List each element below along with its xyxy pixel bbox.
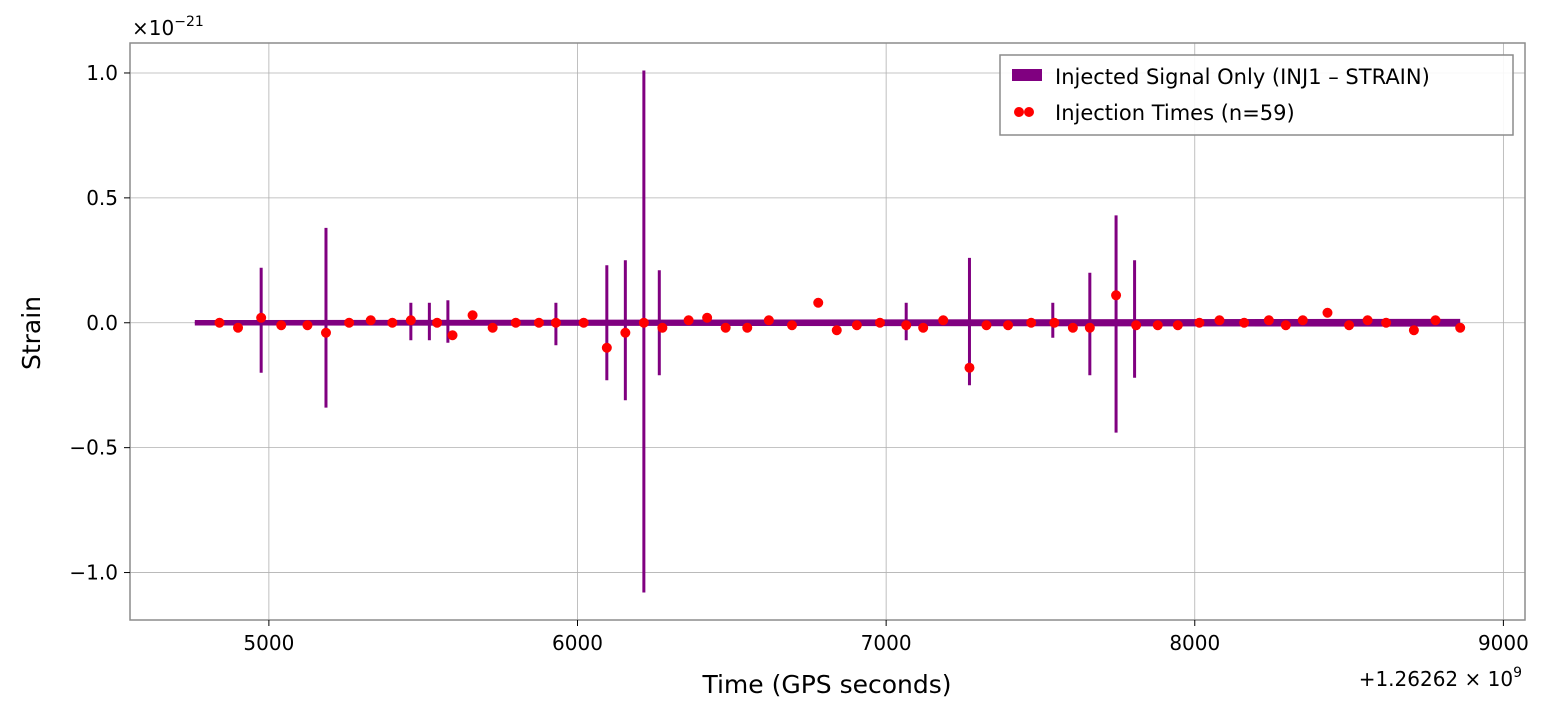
injection-point [1239, 317, 1250, 328]
injection-point [813, 297, 824, 308]
injection-point [1172, 320, 1183, 331]
y-tick-label: −1.0 [69, 561, 118, 585]
legend: Injected Signal Only (INJ1 – STRAIN) Inj… [999, 54, 1514, 136]
injection-point [387, 317, 398, 328]
injection-point [1194, 317, 1205, 328]
y-tick-label: 1.0 [86, 61, 118, 85]
injection-point [620, 327, 631, 338]
injection-point [1408, 325, 1419, 336]
x-tick-label: 8000 [1169, 631, 1220, 655]
injection-point [578, 317, 589, 328]
x-tick-label: 5000 [243, 631, 294, 655]
injection-point [1067, 322, 1078, 333]
injection-point [1049, 317, 1060, 328]
injection-point [720, 322, 731, 333]
injection-point [1003, 320, 1014, 331]
x-axis-title: Time (GPS seconds) [701, 670, 951, 699]
injection-point [918, 322, 929, 333]
signal-series [194, 70, 1461, 593]
injection-point [302, 320, 313, 331]
y-tick-label: 0.0 [86, 311, 118, 335]
injection-point [638, 317, 649, 328]
axis-ticks: 5000 6000 7000 8000 9000 −1.0 −0.5 0.0 0.5 1.0 [69, 61, 1528, 655]
injection-point [432, 317, 443, 328]
injection-point [1131, 320, 1142, 331]
injection-point [550, 317, 561, 328]
injection-point [365, 315, 376, 326]
injection-point [742, 322, 753, 333]
injection-point [256, 312, 267, 323]
injection-point [938, 315, 949, 326]
injection-point [1280, 320, 1291, 331]
injection-point [233, 322, 244, 333]
injection-point [344, 317, 355, 328]
injection-point [763, 315, 774, 326]
injection-point [874, 317, 885, 328]
y-tick-label: 0.5 [86, 186, 118, 210]
injection-point [1214, 315, 1225, 326]
injection-point [851, 320, 862, 331]
injection-point [901, 320, 912, 331]
y-multiplier: ×10−21 [132, 14, 204, 40]
x-offset: +1.26262 × 109 [1359, 665, 1522, 691]
injection-point [1430, 315, 1441, 326]
legend-injection-marker [1014, 107, 1024, 117]
injection-point [831, 325, 842, 336]
injection-point [1084, 322, 1095, 333]
legend-injection-label: Injection Times (n=59) [1055, 101, 1295, 125]
injection-point [487, 322, 498, 333]
injection-points [214, 290, 1466, 373]
legend-box [999, 54, 1514, 136]
injection-point [964, 362, 975, 373]
legend-injection-marker [1024, 107, 1034, 117]
injection-point [276, 320, 287, 331]
x-tick-label: 7000 [861, 631, 912, 655]
injection-point [1026, 317, 1037, 328]
injection-point [405, 315, 416, 326]
injection-point [1455, 322, 1466, 333]
injection-point [447, 330, 458, 341]
injection-point [657, 322, 668, 333]
y-axis-title: Strain [17, 296, 46, 370]
x-tick-label: 6000 [552, 631, 603, 655]
injection-point [320, 327, 331, 338]
injection-point [1322, 307, 1333, 318]
injection-point [533, 317, 544, 328]
injection-point [1381, 317, 1392, 328]
legend-signal-label: Injected Signal Only (INJ1 – STRAIN) [1055, 65, 1430, 89]
injection-point [601, 342, 612, 353]
plot-frame [129, 42, 1526, 621]
injection-point [467, 310, 478, 321]
injection-point [1344, 320, 1355, 331]
injection-point [1362, 315, 1373, 326]
injection-point [787, 320, 798, 331]
injection-point [981, 320, 992, 331]
injection-point [1111, 290, 1122, 301]
injection-point [1297, 315, 1308, 326]
injection-point [1263, 315, 1274, 326]
injection-point [214, 317, 225, 328]
y-tick-label: −0.5 [69, 436, 118, 460]
legend-signal-swatch [1012, 69, 1042, 81]
injection-point [510, 317, 521, 328]
injection-point [702, 312, 713, 323]
injection-point [1152, 320, 1163, 331]
injection-point [683, 315, 694, 326]
x-tick-label: 9000 [1478, 631, 1529, 655]
